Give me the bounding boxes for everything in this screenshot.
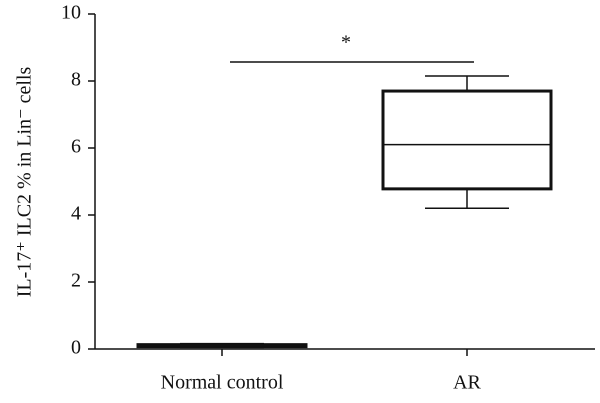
significance-label: * <box>341 32 351 54</box>
y-tick-label: 10 <box>61 2 81 24</box>
y-tick-label: 4 <box>71 203 81 225</box>
y-axis-label: IL-17⁺ ILC2 % in Lin⁻ cells <box>14 67 36 298</box>
y-tick-label: 0 <box>71 337 81 359</box>
y-tick-label: 8 <box>71 69 81 91</box>
y-tick-label: 2 <box>71 270 81 292</box>
x-tick-label: Normal control <box>161 372 284 394</box>
y-tick-label: 6 <box>71 136 81 158</box>
box <box>381 89 553 191</box>
x-tick-label: AR <box>453 372 481 394</box>
